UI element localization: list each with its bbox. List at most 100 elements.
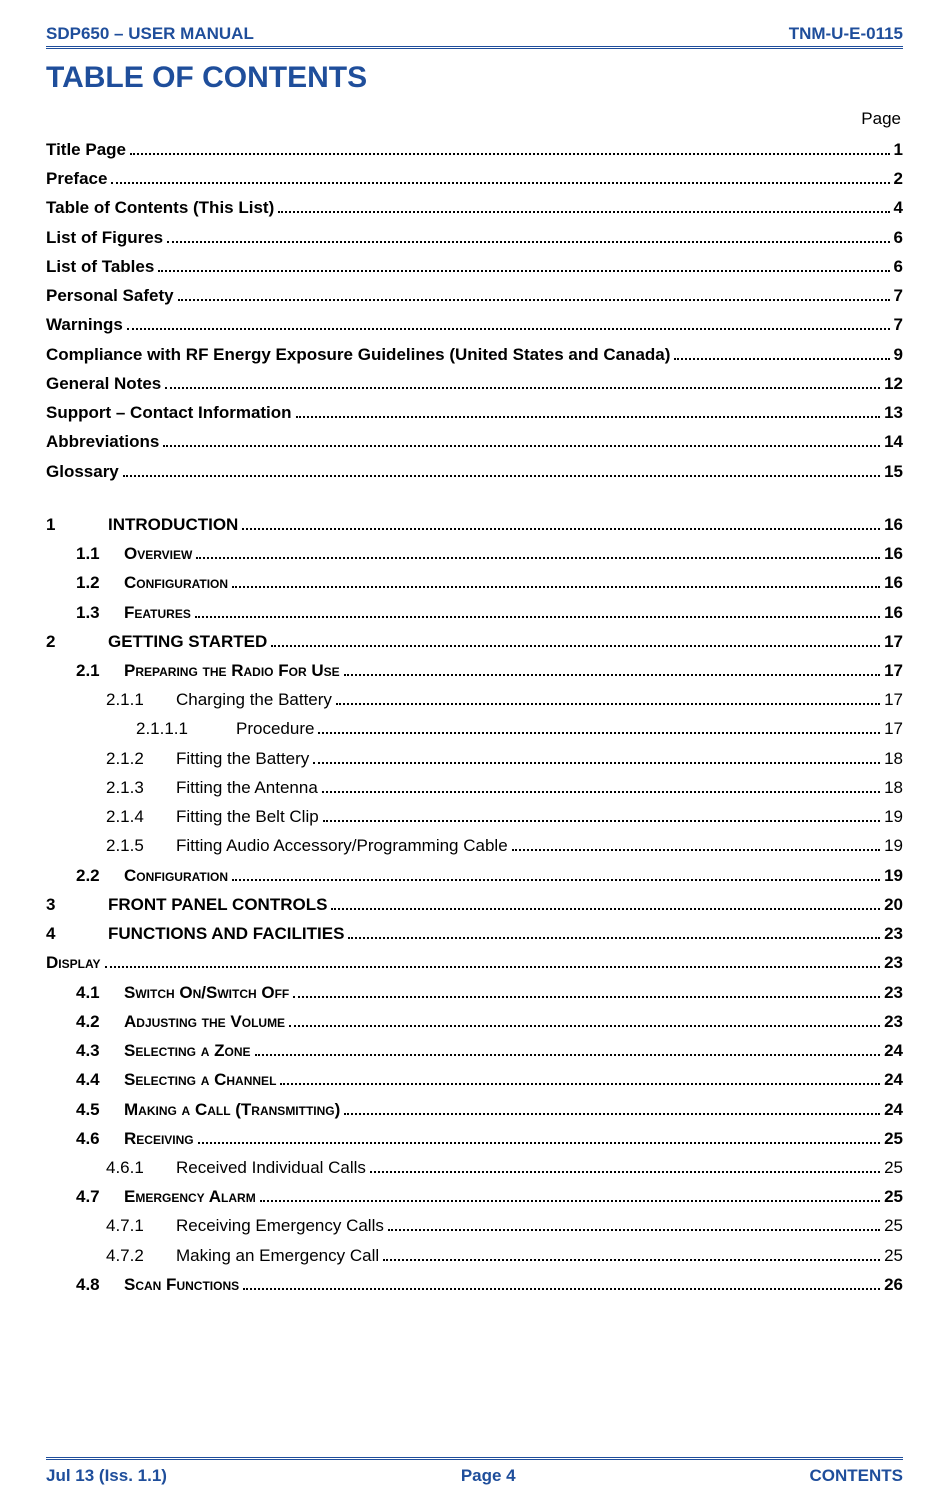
toc-leaders [232,865,880,881]
toc-entry-label: Selecting a Channel [124,1065,276,1094]
toc-entry: 4.7Emergency Alarm25 [46,1182,903,1211]
toc-entry-page: 25 [884,1153,903,1182]
toc-entry-page: 16 [884,539,903,568]
toc-front-matter: Title Page1Preface2Table of Contents (Th… [46,135,903,486]
toc-entry-page: 23 [884,948,903,977]
toc-entry-page: 17 [884,627,903,656]
toc-entry: 4.8Scan Functions26 [46,1270,903,1299]
toc-entry-page: 1 [894,135,903,164]
page-header: SDP650 – USER MANUAL TNM-U-E-0115 [46,24,903,46]
toc-leaders [232,573,880,589]
toc-entry-number: 4 [46,919,108,948]
toc-leaders [127,315,890,331]
toc-entry: 4.7.2Making an Emergency Call25 [46,1241,903,1270]
toc-leaders [255,1040,881,1056]
toc-entry: List of Tables6 [46,252,903,281]
toc-entry-page: 12 [884,369,903,398]
toc-entry-page: 6 [894,223,903,252]
toc-leaders [195,602,880,618]
toc-leaders [318,719,880,735]
toc-entry-page: 20 [884,890,903,919]
toc-entry: 2.1.3Fitting the Antenna18 [46,773,903,802]
toc-entry-number: 1.3 [76,598,124,627]
toc-entry: 2.1.2Fitting the Battery18 [46,744,903,773]
toc-entry-label: INTRODUCTION [108,510,238,539]
toc-entry: 4.4Selecting a Channel24 [46,1065,903,1094]
toc-entry-label: Configuration [124,568,228,597]
toc-leaders [271,631,880,647]
toc-leaders [158,256,889,272]
toc-entry-number: 4.3 [76,1036,124,1065]
header-left: SDP650 – USER MANUAL [46,24,254,44]
toc-entry-label: Preparing the Radio For Use [124,656,340,685]
toc-entry-page: 16 [884,598,903,627]
toc-entry-number: 2.1.5 [106,831,176,860]
toc-entry-label: Fitting the Belt Clip [176,802,319,831]
toc-entry-label: Title Page [46,135,126,164]
toc-entry-label: Adjusting the Volume [124,1007,285,1036]
toc-entry-label: Glossary [46,457,119,486]
toc-entry-number: 4.8 [76,1270,124,1299]
toc-entry-label: Making an Emergency Call [176,1241,379,1270]
toc-entry-label: Preface [46,164,107,193]
toc-entry: 4.1Switch On/Switch Off23 [46,978,903,1007]
toc-entry: Warnings7 [46,310,903,339]
toc-leaders [123,461,880,477]
toc-entry-page: 23 [884,919,903,948]
toc-entry-page: 25 [884,1211,903,1240]
page-footer-area: Jul 13 (Iss. 1.1) Page 4 CONTENTS [46,1447,903,1486]
toc-entry-page: 15 [884,457,903,486]
toc-entry-label: GETTING STARTED [108,627,267,656]
toc-entry: Table of Contents (This List)4 [46,193,903,222]
toc-entry-label: Received Individual Calls [176,1153,366,1182]
toc-entry-label: Fitting the Battery [176,744,309,773]
toc-entry: 2.1.1Charging the Battery17 [46,685,903,714]
toc-entry-number: 2.1.1 [106,685,176,714]
toc-entry: Support – Contact Information13 [46,398,903,427]
footer-right: CONTENTS [809,1466,903,1486]
toc-entry-page: 19 [884,861,903,890]
toc-entry-page: 25 [884,1182,903,1211]
toc-entry-number: 1.1 [76,539,124,568]
footer-left: Jul 13 (Iss. 1.1) [46,1466,167,1486]
toc-entry-page: 18 [884,773,903,802]
toc-leaders [243,1274,880,1290]
toc-entry-label: Personal Safety [46,281,174,310]
toc-leaders [388,1216,880,1232]
toc-entry-number: 2.1.3 [106,773,176,802]
toc-leaders [313,748,880,764]
toc-entry-page: 25 [884,1241,903,1270]
toc-entry: 1.1Overview16 [46,539,903,568]
toc-entry-page: 24 [884,1065,903,1094]
toc-entry-number: 4.6 [76,1124,124,1153]
toc-leaders [322,777,880,793]
toc-entry-number: 4.6.1 [106,1153,176,1182]
toc-leaders [196,543,880,559]
toc-entry-number: 2.1.2 [106,744,176,773]
toc-leaders [130,139,890,155]
toc-entry-page: 26 [884,1270,903,1299]
toc-entry-page: 25 [884,1124,903,1153]
toc-leaders [178,286,890,302]
toc-entry-label: Making a Call (Transmitting) [124,1095,340,1124]
toc-entry: 2GETTING STARTED17 [46,627,903,656]
toc-entry: 2.1Preparing the Radio For Use17 [46,656,903,685]
toc-leaders [344,660,880,676]
toc-entry-number: 2.1.1.1 [136,714,236,743]
toc-entry: 1.3Features16 [46,598,903,627]
toc-entry-page: 16 [884,510,903,539]
toc-entry: 2.1.5Fitting Audio Accessory/Programming… [46,831,903,860]
toc-entry: Display23 [46,948,903,977]
toc-entry: Compliance with RF Energy Exposure Guide… [46,340,903,369]
toc-gap [46,486,903,510]
toc-entry-page: 19 [884,802,903,831]
toc-leaders [344,1099,880,1115]
toc-entry: 4.7.1Receiving Emergency Calls25 [46,1211,903,1240]
manual-page: SDP650 – USER MANUAL TNM-U-E-0115 TABLE … [0,0,949,1512]
toc-leaders [163,432,880,448]
toc-entry-number: 2.1.4 [106,802,176,831]
toc-entry: 4.3Selecting a Zone24 [46,1036,903,1065]
toc-entry: 4.6Receiving25 [46,1124,903,1153]
toc-entry-number: 4.2 [76,1007,124,1036]
toc-entry-page: 16 [884,568,903,597]
